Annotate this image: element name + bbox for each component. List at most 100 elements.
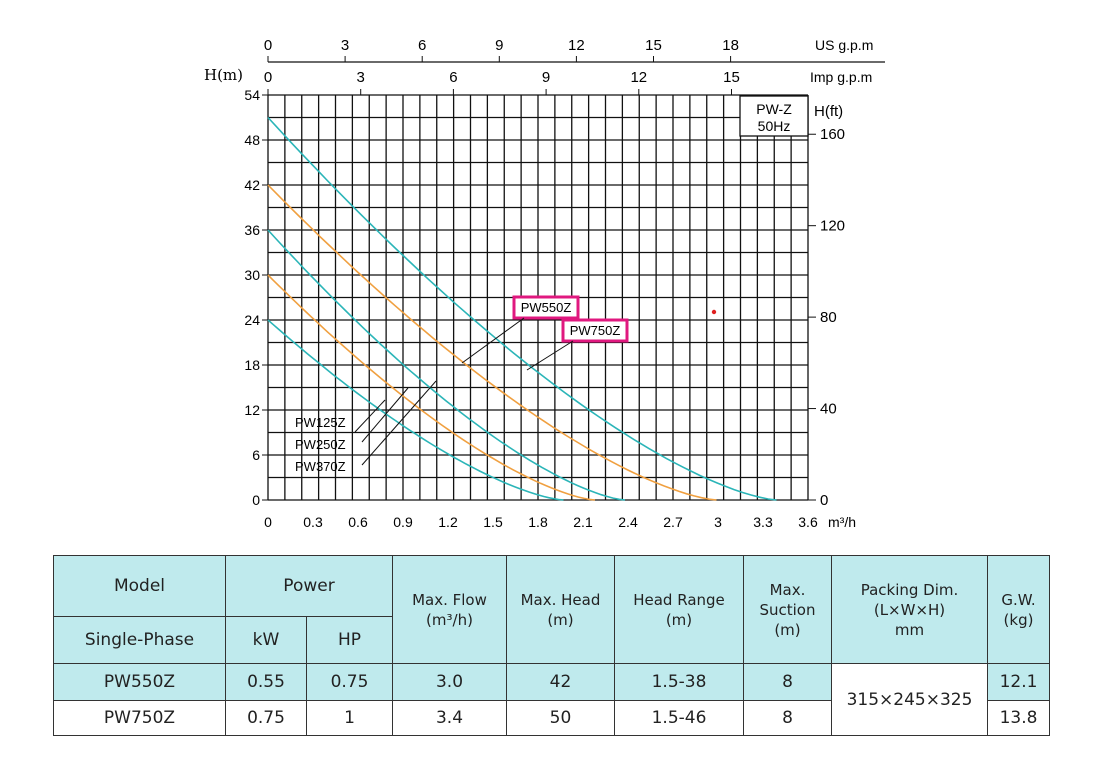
x-tick-label: 2.7 bbox=[663, 514, 683, 530]
leader-line bbox=[461, 317, 525, 364]
right-tick-label: 0 bbox=[820, 492, 828, 509]
y-tick-label: 0 bbox=[252, 492, 260, 508]
cell-model: PW750Z bbox=[53, 700, 226, 736]
leader-line bbox=[354, 399, 386, 433]
h-range-label: Head Range bbox=[633, 590, 725, 609]
imp-tick-label: 3 bbox=[357, 69, 365, 86]
cell-range: 1.5-46 bbox=[614, 700, 744, 736]
h-gw-label: G.W. bbox=[1001, 590, 1036, 609]
h-flow-label: Max. Flow bbox=[412, 590, 487, 609]
series-label: PW750Z bbox=[570, 323, 621, 338]
us-tick-label: 3 bbox=[341, 37, 349, 54]
cell-suction: 8 bbox=[743, 663, 832, 701]
red-dot bbox=[711, 309, 717, 315]
cell-model: PW550Z bbox=[53, 663, 226, 701]
h-flow: Max. Flow (m³/h) bbox=[392, 555, 507, 664]
us-tick-label: 9 bbox=[495, 37, 503, 54]
spec-table: Model Power Max. Flow (m³/h) Max. Head (m)… bbox=[53, 555, 1050, 736]
cell-gw: 12.1 bbox=[987, 663, 1050, 701]
curve-pw550z bbox=[267, 184, 717, 501]
h-single: Single-Phase bbox=[53, 616, 226, 664]
cell-head: 42 bbox=[506, 663, 615, 701]
imp-tick-label: 12 bbox=[630, 69, 647, 86]
imp-tick-label: 6 bbox=[449, 69, 457, 86]
h-power: Power bbox=[225, 555, 393, 617]
h-suction: Max. Suction (m) bbox=[743, 555, 832, 664]
x-tick-label: 0.9 bbox=[393, 514, 413, 530]
leader-line bbox=[361, 387, 409, 443]
h-suction-unit: (m) bbox=[774, 620, 801, 639]
legend-subtitle: 50Hz bbox=[758, 118, 791, 134]
right-tick-label: 160 bbox=[820, 126, 845, 143]
table-row: PW550Z 0.55 0.75 3.0 42 1.5-38 8 315×245… bbox=[53, 663, 1050, 736]
h-model: Model bbox=[53, 555, 226, 617]
cell-suction: 8 bbox=[743, 700, 832, 736]
h-range: Head Range (m) bbox=[614, 555, 744, 664]
cell-packing: 315×245×325 bbox=[831, 663, 988, 736]
highlight-box bbox=[561, 318, 629, 343]
cell-kw: 0.55 bbox=[225, 663, 307, 701]
h-hp: HP bbox=[306, 616, 393, 664]
right-tick-label: 40 bbox=[820, 401, 837, 418]
curve-pw125z bbox=[267, 319, 564, 501]
highlight-box bbox=[512, 295, 580, 320]
h-head-label: Max. Head bbox=[520, 590, 601, 609]
h-head: Max. Head (m) bbox=[506, 555, 615, 664]
series-label: PW250Z bbox=[295, 437, 346, 452]
x-tick-label: 2.1 bbox=[573, 514, 593, 530]
y-tick-label: 48 bbox=[244, 132, 260, 148]
table-row: PW750Z 0.75 1 3.4 50 1.5-46 8 13.8 bbox=[53, 700, 1050, 736]
us-tick-label: 12 bbox=[568, 37, 585, 54]
series-label: PW370Z bbox=[295, 459, 346, 474]
y-tick-label: 6 bbox=[252, 447, 260, 463]
x-tick-label: 1.2 bbox=[438, 514, 458, 530]
right-axis-label: H(ft) bbox=[814, 103, 843, 120]
legend-box bbox=[739, 95, 809, 137]
y-tick-label: 42 bbox=[244, 177, 260, 193]
x-tick-label: 3 bbox=[714, 514, 722, 530]
h-flow-unit: (m³/h) bbox=[426, 610, 473, 629]
y-tick-label: 18 bbox=[244, 357, 260, 373]
cell-hp: 0.75 bbox=[306, 663, 393, 701]
x-tick-label: 0.3 bbox=[303, 514, 323, 530]
legend-title: PW-Z bbox=[756, 101, 792, 117]
h-pack-unit: mm bbox=[894, 620, 925, 639]
us-tick-label: 18 bbox=[722, 37, 739, 54]
right-tick-label: 120 bbox=[820, 218, 845, 235]
us-axis-label: US g.p.m bbox=[815, 37, 873, 53]
curve-pw370z bbox=[267, 229, 626, 501]
cell-flow: 3.4 bbox=[392, 700, 507, 736]
x-tick-label: 1.5 bbox=[483, 514, 503, 530]
y-tick-label: 12 bbox=[244, 402, 260, 418]
h-pack: Packing Dim. (L×W×H) mm bbox=[831, 555, 988, 664]
imp-tick-label: 15 bbox=[723, 69, 740, 86]
x-tick-label: 0.6 bbox=[348, 514, 368, 530]
imp-tick-label: 9 bbox=[542, 69, 550, 86]
x-tick-label: 3.6 bbox=[798, 514, 818, 530]
cell-hp: 1 bbox=[306, 700, 393, 736]
imp-tick-label: 0 bbox=[264, 69, 272, 86]
h-range-unit: (m) bbox=[665, 610, 693, 629]
x-tick-label: 0 bbox=[264, 514, 272, 530]
x-axis-label: m³/h bbox=[828, 514, 856, 530]
h-head-unit: (m) bbox=[547, 610, 574, 629]
h-gw: G.W. (kg) bbox=[987, 555, 1050, 664]
y-tick-label: 54 bbox=[244, 87, 260, 103]
series-label: PW125Z bbox=[295, 415, 346, 430]
cell-gw: 13.8 bbox=[987, 700, 1050, 736]
x-tick-label: 3.3 bbox=[753, 514, 773, 530]
y-tick-label: 30 bbox=[244, 267, 260, 283]
cell-range: 1.5-38 bbox=[614, 663, 744, 701]
x-tick-label: 1.8 bbox=[528, 514, 548, 530]
curve-pw250z bbox=[267, 274, 596, 501]
series-label: PW550Z bbox=[521, 300, 572, 315]
x-tick-label: 2.4 bbox=[618, 514, 638, 530]
y-tick-label: 36 bbox=[244, 222, 260, 238]
leader-line bbox=[361, 380, 437, 466]
us-tick-label: 15 bbox=[645, 37, 662, 54]
cell-kw: 0.75 bbox=[225, 700, 307, 736]
h-gw-unit: (kg) bbox=[1003, 610, 1034, 629]
h-pack-dims: (L×W×H) bbox=[873, 600, 946, 619]
right-tick-label: 80 bbox=[820, 309, 837, 326]
h-pack-label: Packing Dim. bbox=[860, 580, 959, 599]
